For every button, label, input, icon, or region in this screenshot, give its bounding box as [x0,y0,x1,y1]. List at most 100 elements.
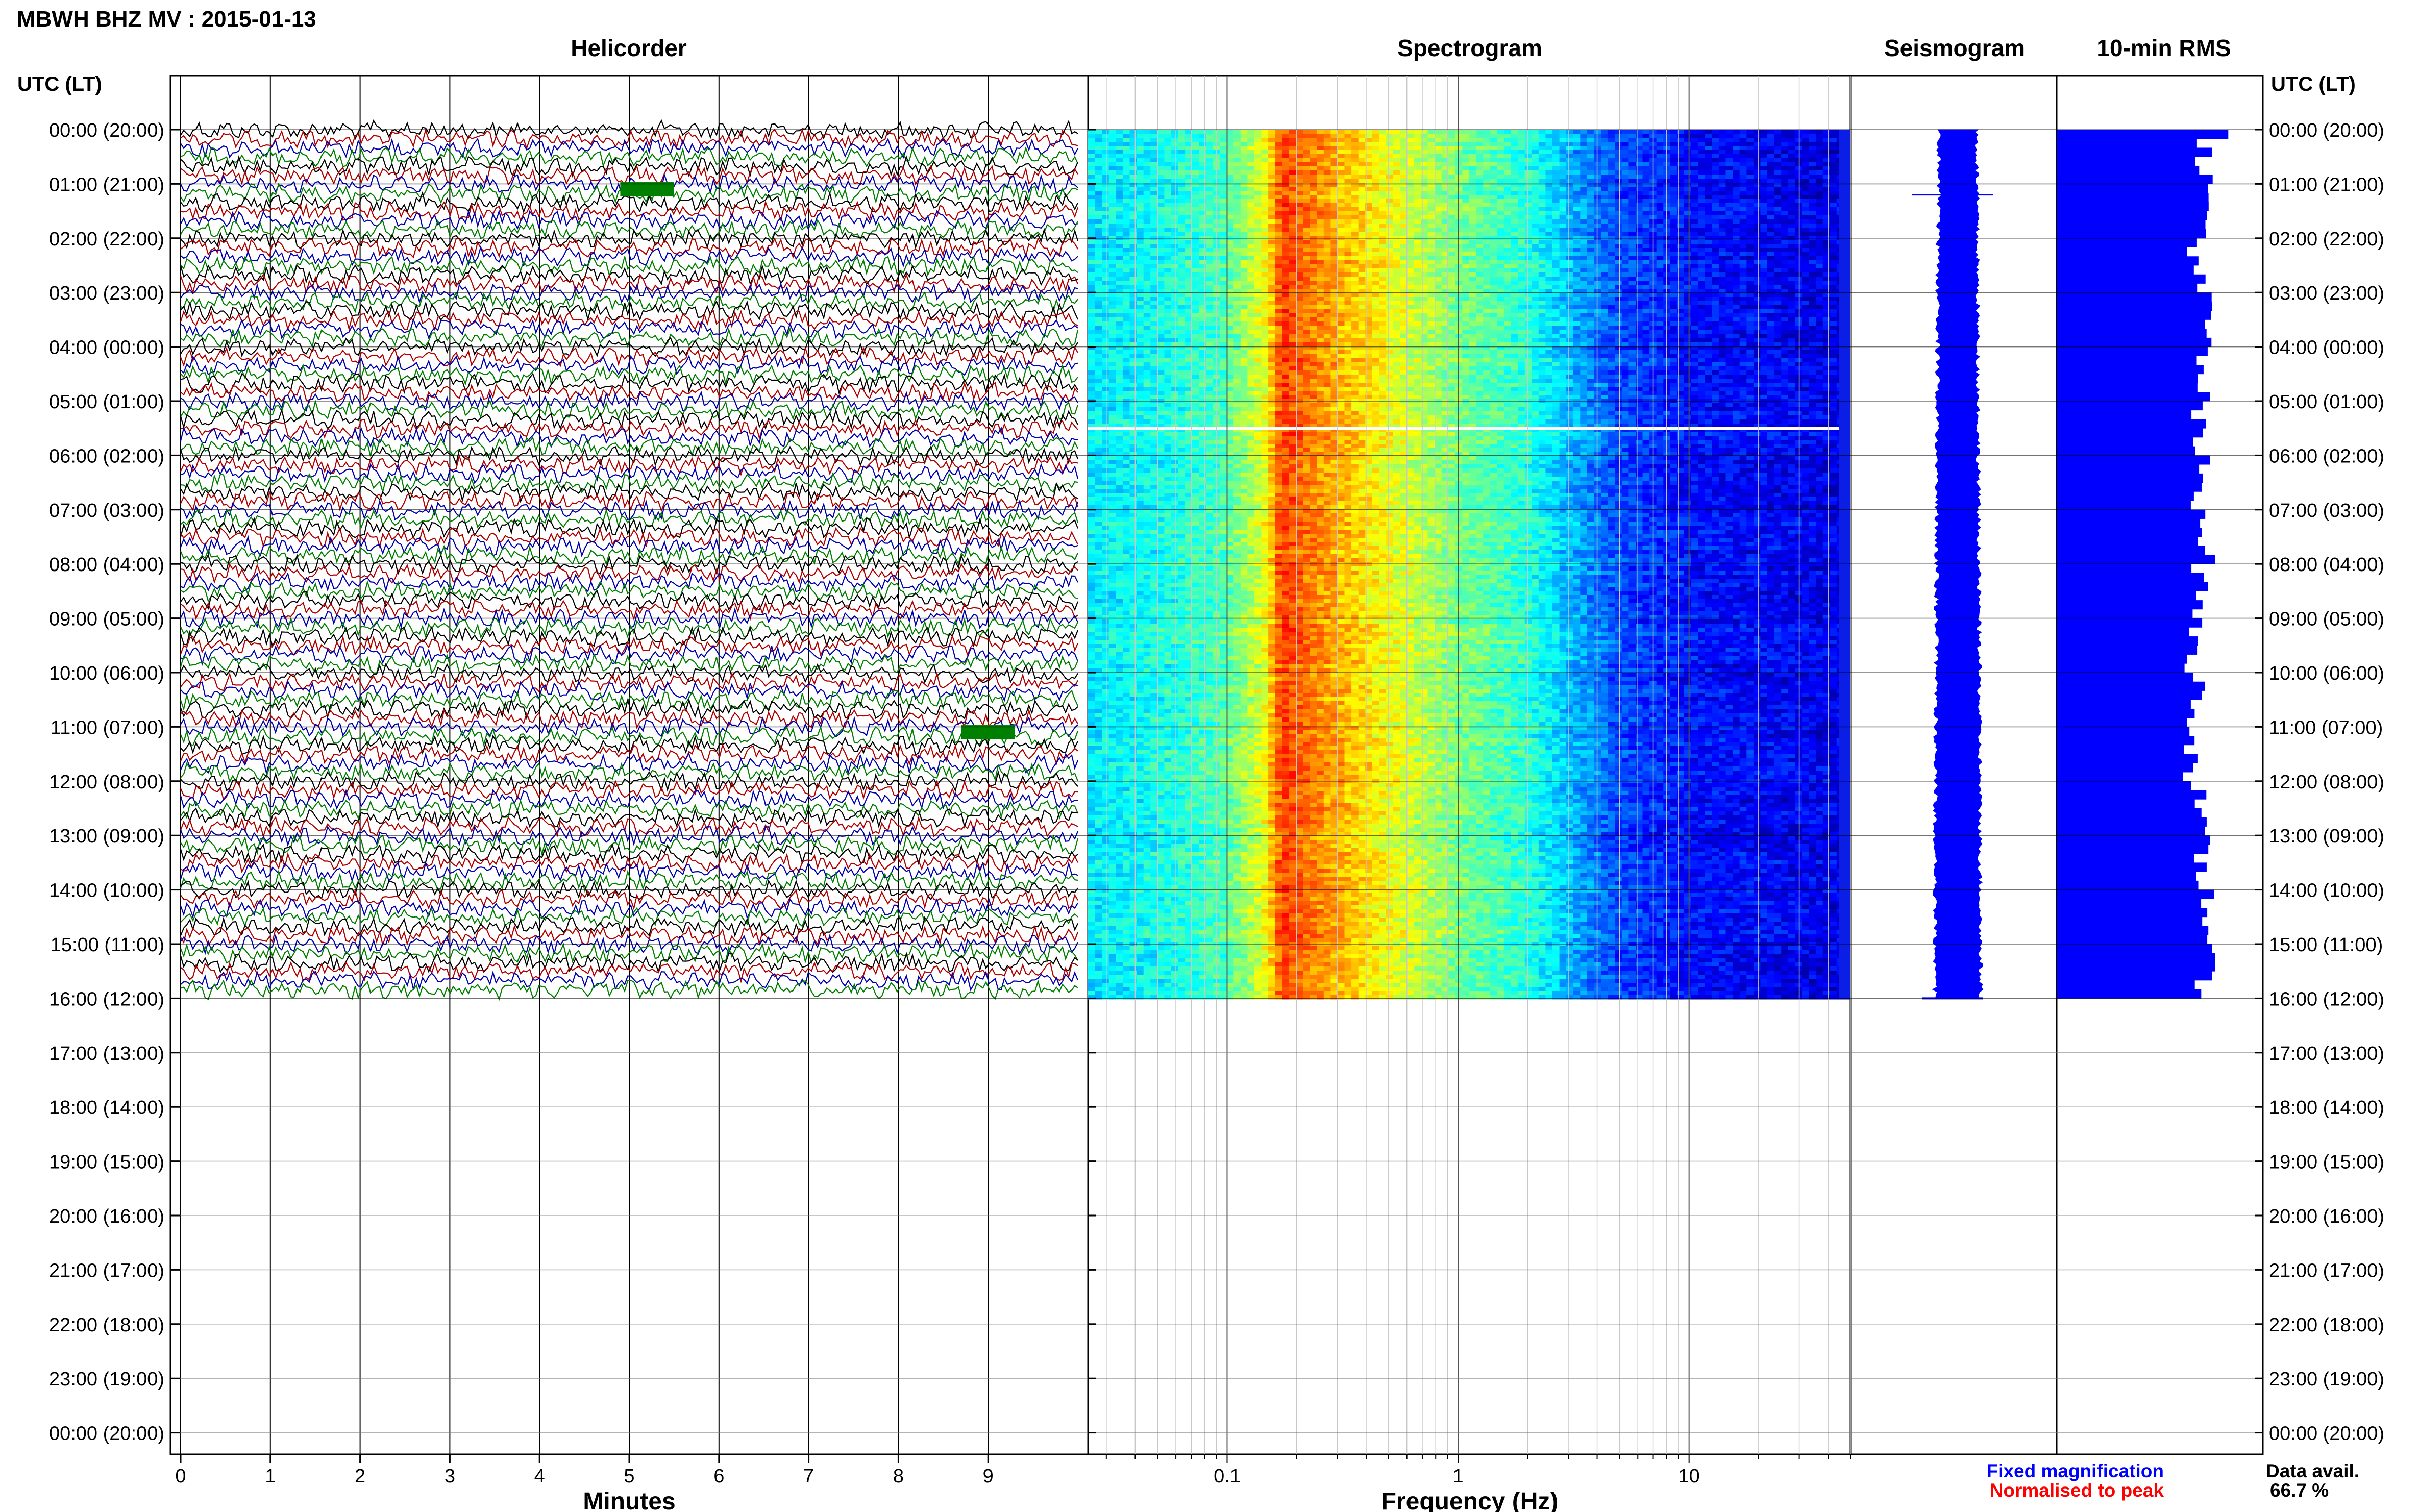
spectrogram-cell [1469,219,1477,224]
spectrogram-cell [1455,187,1463,191]
spectrogram-cell [1414,272,1421,277]
spectrogram-cell [1303,162,1311,167]
spectrogram-cell [1406,162,1414,167]
spectrogram-cell [1261,207,1269,212]
spectrogram-cell [1323,289,1331,293]
spectrogram-cell [1372,191,1380,195]
spectrogram-cell [1275,170,1282,175]
spectrogram-cell [1739,179,1747,183]
spectrogram-cell [1420,260,1428,265]
spectrogram-cell [1310,232,1317,236]
spectrogram-cell [1587,285,1595,289]
spectrogram-cell [1601,285,1609,289]
spectrogram-cell [1809,268,1816,273]
spectrogram-cell [1573,146,1581,151]
spectrogram-cell [1524,293,1532,298]
spectrogram-cell [1615,297,1622,302]
spectrogram-cell [1400,183,1408,187]
spectrogram-cell [1822,203,1830,208]
spectrogram-cell [1344,170,1352,175]
helicorder-trace [180,916,1078,938]
spectrogram-cell [1095,289,1102,293]
spectrogram-cell [1143,179,1151,183]
spectrogram-cell [1801,187,1810,191]
spectrogram-cell [1712,203,1719,208]
spectrogram-cell [1601,199,1609,204]
spectrogram-cell [1760,297,1768,302]
spectrogram-cell [1102,277,1109,281]
spectrogram-cell [1116,305,1123,310]
spectrogram-cell [1427,256,1435,261]
spectrogram-cell [1268,277,1276,281]
spectrogram-cell [1406,240,1414,244]
spectrogram-cell [1386,285,1394,289]
spectrogram-cell [1102,154,1109,159]
spectrogram-cell [1483,240,1491,244]
spectrogram-cell [1441,264,1449,269]
spectrogram-cell [1621,134,1629,138]
spectrogram-cell [1143,154,1151,159]
spectrogram-cell [1795,228,1803,232]
spectrogram-cell [1774,207,1782,212]
spectrogram-cell [1102,203,1109,208]
spectrogram-cell [1358,183,1366,187]
spectrogram-cell [1344,281,1352,285]
spectrogram-cell [1441,179,1449,183]
spectrogram-cell [1608,166,1615,171]
spectrogram-cell [1559,195,1567,200]
spectrogram-cell [1386,150,1394,155]
spectrogram-cell [1774,187,1782,191]
spectrogram-cell [1767,285,1775,289]
spectrogram-cell [1795,260,1803,265]
spectrogram-cell [1636,179,1643,183]
spectrogram-cell [1199,268,1206,273]
spectrogram-cell [1414,256,1421,261]
spectrogram-cell [1830,301,1837,306]
spectrogram-cell [1240,191,1248,195]
spectrogram-cell [1427,146,1435,151]
spectrogram-cell [1296,272,1303,277]
spectrogram-cell [1621,293,1629,298]
spectrogram-cell [1511,297,1518,302]
spectrogram-cell [1337,162,1345,167]
spectrogram-cell [1705,264,1712,269]
spectrogram-cell [1580,158,1588,163]
spectrogram-cell [1310,277,1317,281]
spectrogram-cell [1372,170,1380,175]
spectrogram-cell [1490,187,1497,191]
spectrogram-cell [1733,199,1740,204]
spectrogram-cell [1192,170,1199,175]
spectrogram-cell [1226,285,1234,289]
spectrogram-cell [1358,175,1366,179]
spectrogram-cell [1476,268,1484,273]
spectrogram-cell [1199,130,1206,134]
spectrogram-cell [1781,142,1789,146]
spectrogram-cell [1767,248,1775,253]
spectrogram-cell [1601,297,1609,302]
spectrogram-cell [1192,309,1199,314]
spectrogram-cell [1573,175,1581,179]
spectrogram-cell [1365,175,1373,179]
spectrogram-cell [1705,252,1712,257]
spectrogram-cell [1254,309,1262,314]
spectrogram-cell [1310,301,1317,306]
spectrogram-cell [1379,175,1387,179]
helicorder-trace [180,879,1078,901]
spectrogram-cell [1088,170,1096,175]
spectrogram-cell [1435,166,1442,171]
spectrogram-cell [1532,260,1539,265]
spectrogram-cell [1587,142,1595,146]
spectrogram-cell [1296,211,1303,216]
helicorder-trace [180,209,1078,232]
spectrogram-cell [1608,195,1615,200]
spectrogram-cell [1296,195,1303,200]
spectrogram-cell [1691,130,1698,134]
spectrogram-cell [1240,179,1248,183]
spectrogram-cell [1129,203,1137,208]
spectrogram-cell [1108,244,1116,249]
spectrogram-cell [1552,228,1560,232]
spectrogram-cell [1712,142,1719,146]
spectrogram-cell [1532,138,1539,142]
spectrogram-cell [1809,285,1816,289]
spectrogram-cell [1781,138,1789,142]
